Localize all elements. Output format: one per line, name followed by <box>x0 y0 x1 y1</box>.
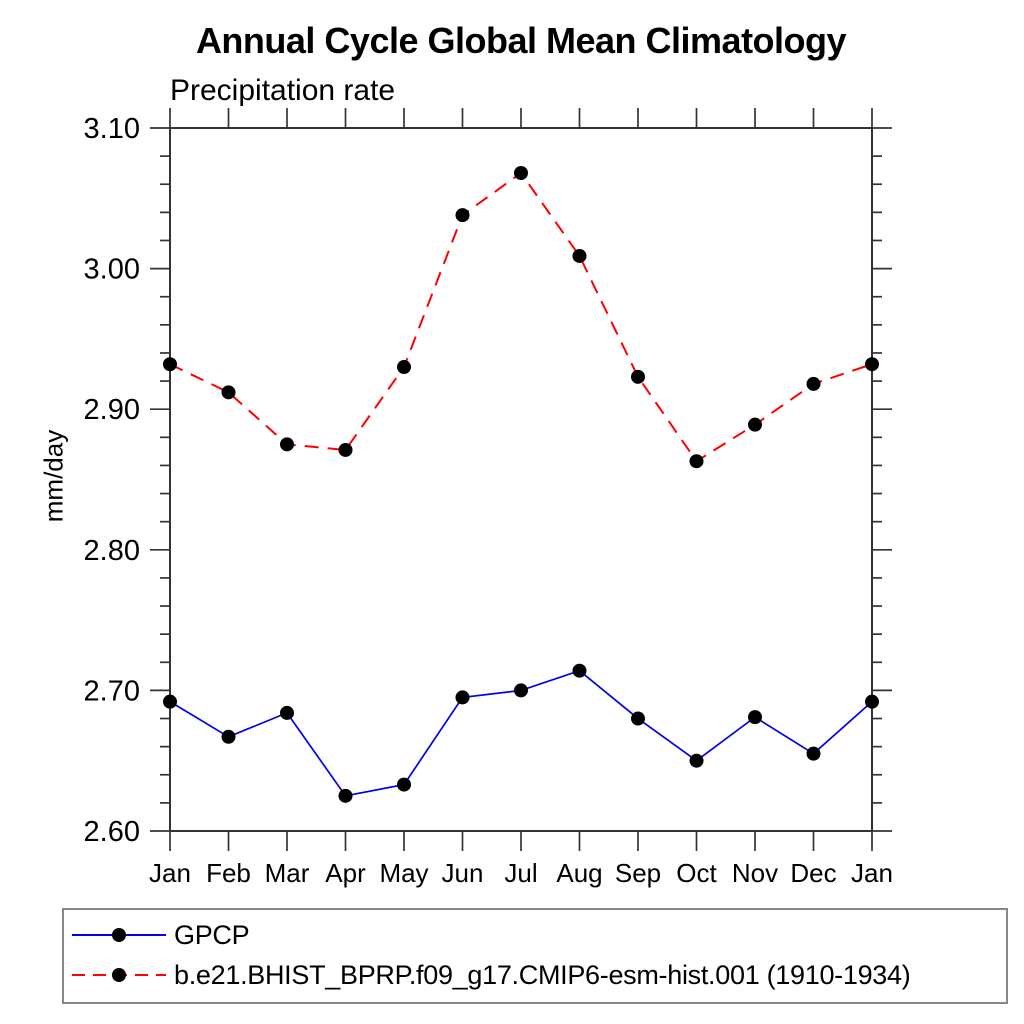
legend-marker-icon-1 <box>112 968 126 982</box>
data-point-series-1 <box>338 442 353 457</box>
x-tick-label: Jul <box>504 858 537 888</box>
x-tick-label: Dec <box>790 858 836 888</box>
data-point-series-1 <box>631 369 645 384</box>
legend-item-model: b.e21.BHIST_BPRP.f09_g17.CMIP6-esm-hist.… <box>64 955 1006 995</box>
data-point-series-1 <box>221 385 236 400</box>
data-point-series-0 <box>221 729 236 744</box>
data-point-series-0 <box>748 710 762 725</box>
data-point-series-0 <box>514 683 528 698</box>
plot-border <box>169 127 873 832</box>
data-point-series-0 <box>572 663 587 678</box>
chart-title: Annual Cycle Global Mean Climatology <box>195 20 847 61</box>
data-point-series-0 <box>865 694 879 709</box>
legend-sample-1 <box>72 968 166 982</box>
data-point-series-1 <box>163 357 177 372</box>
y-tick-label: 2.70 <box>84 675 140 707</box>
y-tick-label: 2.90 <box>84 394 140 426</box>
x-tick-label: Feb <box>206 858 251 888</box>
data-point-series-0 <box>455 690 470 705</box>
x-tick-label: Aug <box>556 858 602 888</box>
x-tick-label: Nov <box>732 858 778 888</box>
legend-label-gpcp: GPCP <box>174 919 250 950</box>
data-point-series-1 <box>280 437 294 452</box>
legend: GPCP b.e21.BHIST_BPRP.f09_g17.CMIP6-esm-… <box>62 908 1008 1004</box>
data-point-series-1 <box>455 208 470 223</box>
x-tick-label: Mar <box>265 858 310 888</box>
data-point-series-0 <box>163 694 177 709</box>
y-tick-label: 2.60 <box>84 816 140 848</box>
x-tick-label: Jan <box>851 858 893 888</box>
data-point-series-1 <box>865 357 879 372</box>
data-point-series-1 <box>689 454 704 469</box>
data-point-series-1 <box>748 417 762 432</box>
data-point-series-1 <box>806 376 821 391</box>
legend-marker-icon-0 <box>112 928 126 942</box>
data-point-series-0 <box>338 788 353 803</box>
legend-sample-0 <box>72 928 166 942</box>
x-tick-label: Apr <box>325 858 366 888</box>
data-point-series-1 <box>397 360 411 375</box>
data-point-series-0 <box>280 705 294 720</box>
data-point-series-0 <box>806 746 821 761</box>
x-tick-label: Jan <box>149 858 191 888</box>
data-point-series-1 <box>514 165 528 180</box>
data-point-series-0 <box>689 753 704 768</box>
chart-subtitle: Precipitation rate <box>170 74 396 107</box>
data-point-series-0 <box>631 711 645 726</box>
y-tick-label: 2.80 <box>84 535 140 567</box>
x-tick-label: Sep <box>615 858 661 888</box>
y-tick-label: 3.00 <box>84 254 140 286</box>
data-point-series-1 <box>572 248 587 263</box>
y-tick-label: 3.10 <box>84 113 140 145</box>
legend-item-gpcp: GPCP <box>64 915 1006 955</box>
legend-label-model: b.e21.BHIST_BPRP.f09_g17.CMIP6-esm-hist.… <box>174 959 911 990</box>
series-line-1 <box>169 171 873 463</box>
x-tick-label: Jun <box>442 858 484 888</box>
data-point-series-0 <box>397 777 411 792</box>
x-tick-label: May <box>379 858 428 888</box>
x-tick-label: Oct <box>676 858 717 888</box>
